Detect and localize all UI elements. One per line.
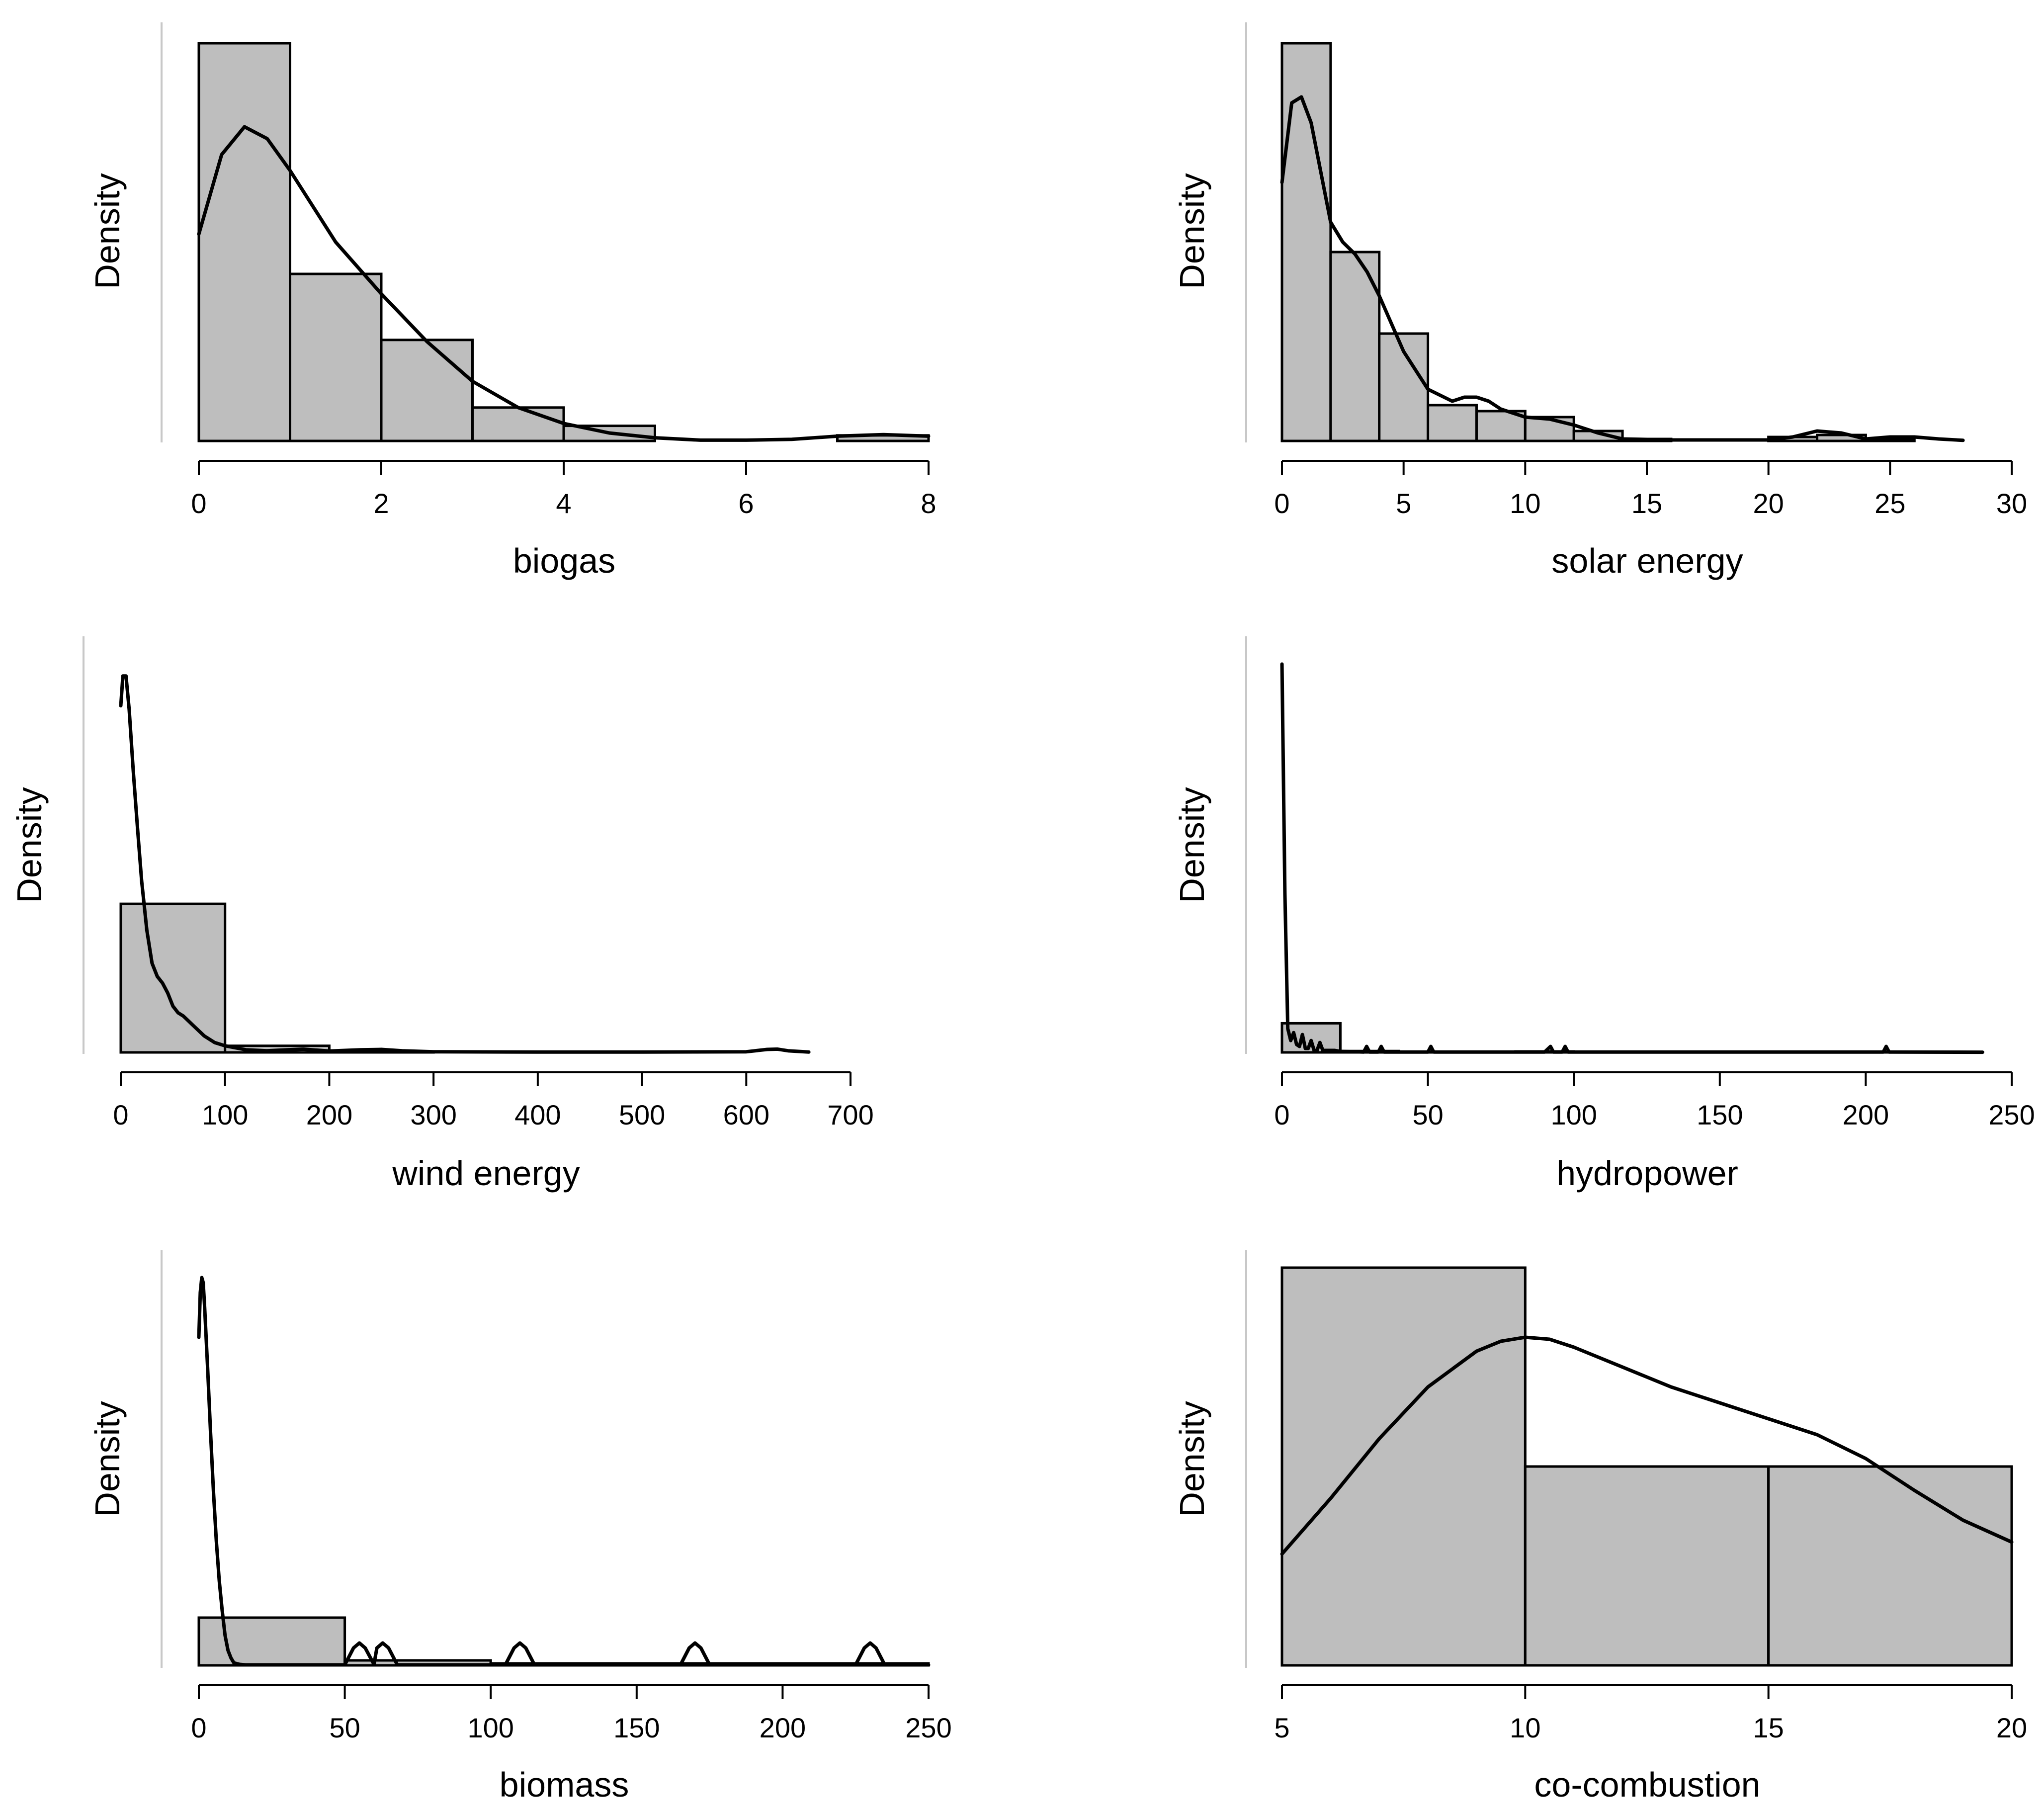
x-axis-label: solar energy bbox=[1551, 541, 1743, 580]
x-tick-label: 30 bbox=[1996, 488, 2027, 519]
x-tick-label: 100 bbox=[1550, 1099, 1597, 1130]
x-axis-ticks: 0 5 10 15 20 25 30 bbox=[1274, 461, 2027, 519]
histogram-bars bbox=[197, 42, 930, 442]
histogram-bar bbox=[1280, 42, 1332, 442]
x-axis-label: biomass bbox=[500, 1765, 629, 1804]
x-tick-label: 20 bbox=[1753, 488, 1784, 519]
x-tick-label: 0 bbox=[1274, 1099, 1289, 1130]
histogram-bar bbox=[1572, 430, 1624, 442]
x-axis-ticks: 0 50 100 150 200 250 bbox=[1274, 1072, 2035, 1130]
x-axis-ticks: 0 100 200 300 400 500 600 700 bbox=[113, 1072, 874, 1130]
y-axis-label: Density bbox=[1173, 787, 1211, 903]
x-tick-label: 0 bbox=[1274, 488, 1289, 519]
histogram-bar bbox=[1524, 1465, 1770, 1667]
histogram-bar bbox=[1329, 251, 1381, 442]
histogram-bars bbox=[197, 1616, 930, 1667]
x-tick-label: 250 bbox=[905, 1712, 951, 1743]
histogram-bar bbox=[1767, 1465, 2013, 1667]
x-tick-label: 200 bbox=[760, 1712, 806, 1743]
histogram-bar bbox=[1427, 404, 1478, 442]
density-curve bbox=[197, 1276, 931, 1667]
x-tick-label: 2 bbox=[373, 488, 389, 519]
panel-biogas: Density 0 2 4 6 8 biogas bbox=[88, 22, 937, 580]
x-tick-label: 100 bbox=[467, 1712, 513, 1743]
x-axis-ticks: 0 50 100 150 200 250 bbox=[191, 1685, 952, 1743]
x-tick-label: 200 bbox=[306, 1099, 352, 1130]
x-tick-label: 150 bbox=[1697, 1099, 1743, 1130]
histogram-bar bbox=[1524, 416, 1575, 442]
x-tick-label: 50 bbox=[329, 1712, 360, 1743]
y-axis-label: Density bbox=[1173, 1401, 1211, 1517]
x-tick-label: 300 bbox=[410, 1099, 456, 1130]
x-axis-ticks: 0 2 4 6 8 bbox=[191, 461, 937, 519]
histogram-bar bbox=[1475, 410, 1527, 442]
x-tick-label: 600 bbox=[723, 1099, 769, 1130]
x-axis-label: wind energy bbox=[392, 1154, 580, 1193]
histogram-bar bbox=[380, 339, 474, 442]
histogram-bars bbox=[119, 902, 435, 1054]
x-tick-label: 50 bbox=[1412, 1099, 1443, 1130]
x-axis-ticks: 5 10 15 20 bbox=[1274, 1685, 2027, 1743]
x-tick-label: 0 bbox=[191, 488, 206, 519]
x-tick-label: 10 bbox=[1510, 488, 1540, 519]
density-curve bbox=[1280, 95, 1965, 442]
x-tick-label: 400 bbox=[514, 1099, 561, 1130]
y-axis-label: Density bbox=[88, 173, 127, 289]
panel-co-combustion: Density 5 10 15 20 co-combustion bbox=[1173, 1250, 2027, 1804]
x-tick-label: 0 bbox=[113, 1099, 128, 1130]
panel-biomass: Density 0 50 100 150 200 250 biomass bbox=[88, 1250, 952, 1804]
histogram-bar bbox=[197, 42, 291, 442]
density-curve bbox=[1280, 662, 1984, 1054]
x-tick-label: 15 bbox=[1753, 1712, 1784, 1743]
density-curve bbox=[119, 674, 811, 1054]
x-tick-label: 700 bbox=[827, 1099, 873, 1130]
density-curve bbox=[1280, 1335, 2014, 1556]
y-axis-label: Density bbox=[88, 1401, 127, 1517]
histogram-bar bbox=[1280, 1266, 1527, 1667]
histogram-bar bbox=[289, 272, 383, 442]
x-axis-label: biogas bbox=[513, 541, 615, 580]
x-axis-label: co-combustion bbox=[1534, 1765, 1760, 1804]
histogram-bar bbox=[471, 406, 565, 442]
x-tick-label: 150 bbox=[613, 1712, 660, 1743]
x-tick-label: 25 bbox=[1874, 488, 1905, 519]
histogram-bars bbox=[1280, 42, 1916, 442]
x-tick-label: 500 bbox=[619, 1099, 665, 1130]
panel-solar-energy: Density 0 5 10 15 20 25 30 solar energy bbox=[1173, 22, 2027, 580]
panel-wind-energy: Density 0 100 200 300 400 500 600 700 wind ener… bbox=[10, 636, 874, 1193]
x-tick-label: 0 bbox=[191, 1712, 206, 1743]
x-tick-label: 10 bbox=[1510, 1712, 1540, 1743]
y-axis-label: Density bbox=[10, 787, 49, 903]
panel-hydropower: Density 0 50 100 150 200 250 hydropower bbox=[1173, 636, 2035, 1193]
x-tick-label: 8 bbox=[921, 488, 936, 519]
histogram-bar bbox=[119, 902, 227, 1054]
density-curve bbox=[197, 125, 931, 442]
histogram-bar bbox=[197, 1616, 346, 1667]
x-tick-label: 6 bbox=[738, 488, 754, 519]
x-axis-label: hydropower bbox=[1556, 1154, 1738, 1193]
x-tick-label: 20 bbox=[1996, 1712, 2027, 1743]
x-tick-label: 15 bbox=[1631, 488, 1662, 519]
x-tick-label: 5 bbox=[1274, 1712, 1289, 1743]
x-tick-label: 200 bbox=[1843, 1099, 1889, 1130]
x-tick-label: 5 bbox=[1396, 488, 1411, 519]
y-axis-label: Density bbox=[1173, 173, 1211, 289]
histogram-bars bbox=[1280, 1266, 2013, 1667]
x-tick-label: 4 bbox=[556, 488, 571, 519]
x-tick-label: 250 bbox=[1988, 1099, 2035, 1130]
histogram-bars bbox=[1280, 1022, 1926, 1054]
x-tick-label: 100 bbox=[202, 1099, 248, 1130]
